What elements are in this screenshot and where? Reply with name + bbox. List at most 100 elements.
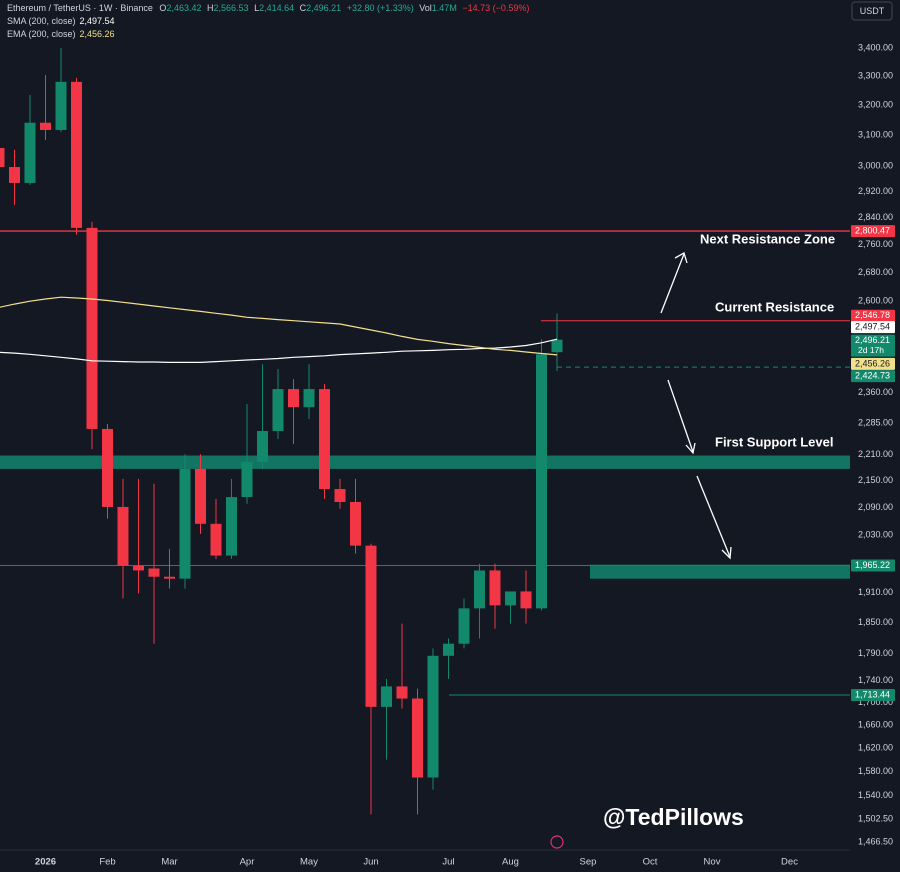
watermark: @TedPillows <box>603 804 744 830</box>
y-tick-label: 1,700.00 <box>858 697 893 707</box>
y-tick-label: 2,090.00 <box>858 502 893 512</box>
y-tick-label: 3,100.00 <box>858 130 893 140</box>
price-tag: 1,965.22 <box>855 560 890 570</box>
event-icon[interactable] <box>550 835 564 849</box>
price-tag-bg <box>851 309 895 322</box>
zone <box>0 455 850 469</box>
candle-body <box>86 227 98 429</box>
symbol: Ethereum / TetherUS · 1W · Binance <box>7 3 153 13</box>
arrow <box>660 253 685 314</box>
overlay: Ethereum / TetherUS · 1W · Binance O2,46… <box>0 1 893 851</box>
plot-area: 3,400.00 3,300.00 3,200.00 3,100.00 3,000.00… <box>0 42 895 868</box>
volume: 1.47M <box>432 3 457 13</box>
y-tick-label: 2,840.00 <box>858 212 893 222</box>
candle-body <box>303 389 315 408</box>
y-tick-label: 2,680.00 <box>858 267 893 277</box>
x-tick-label: Apr <box>240 857 255 868</box>
y-tick-label: 1,850.00 <box>858 617 893 627</box>
y-tick-label: 1,910.00 <box>858 587 893 597</box>
arrow-head <box>721 546 732 560</box>
candle-body <box>210 523 222 556</box>
x-tick-label: Jul <box>442 857 454 868</box>
arrow-head <box>685 442 696 455</box>
legend-name: EMA (200, close) <box>7 29 76 39</box>
y-tick-label: 1,580.00 <box>858 766 893 776</box>
candle-body <box>474 570 485 609</box>
y-tick-label: 2,760.00 <box>858 239 893 249</box>
currency-box[interactable] <box>851 1 893 21</box>
candle-body <box>551 339 563 353</box>
candle-body <box>241 461 253 498</box>
price-tag-bg <box>851 559 895 572</box>
x-tick-label: Oct <box>643 857 658 868</box>
y-tick-label: 2,210.00 <box>858 449 893 459</box>
y-tick-label: 2,600.00 <box>858 296 893 306</box>
sma-legend: SMA (200, close) 2,497.54 <box>7 16 115 26</box>
candle-body <box>102 428 113 507</box>
candle-body <box>365 545 377 707</box>
candle-body <box>396 686 408 699</box>
price-tag: 2,800.47 <box>855 225 890 235</box>
x-tick-label: Feb <box>99 857 115 868</box>
candle-body <box>272 389 284 432</box>
candle-body <box>40 122 51 130</box>
y-tick-label: 3,300.00 <box>858 70 893 80</box>
y-tick-label: 1,790.00 <box>858 648 893 658</box>
indicator-line <box>0 338 558 363</box>
price-tag: 2,424.73 <box>855 370 890 380</box>
price-tag: 2,546.78 <box>855 310 890 320</box>
y-tick-label: 1,620.00 <box>858 742 893 752</box>
zone <box>590 564 850 579</box>
arrow <box>667 379 694 453</box>
y-tick-label: 3,000.00 <box>858 160 893 170</box>
candle-body <box>381 686 392 707</box>
x-tick-label: Sep <box>580 857 597 868</box>
arrow <box>696 475 731 558</box>
volume-key: Vol <box>419 3 432 13</box>
candle-body <box>350 501 361 546</box>
candle-body <box>288 389 299 408</box>
stat-key: O <box>159 3 166 13</box>
x-tick-label: Dec <box>781 857 798 868</box>
candle-body <box>458 608 470 644</box>
stat-key: L <box>254 3 259 13</box>
candle-body <box>195 468 206 524</box>
y-tick-label: 2,030.00 <box>858 529 893 539</box>
ema-tag: 2,456.26 <box>855 358 890 368</box>
price-tag-bg <box>851 370 895 383</box>
candle-body <box>520 591 532 609</box>
price-tag-bg <box>851 688 895 701</box>
y-tick-label: 1,660.00 <box>858 719 893 729</box>
candle-body <box>164 576 175 579</box>
candle-body <box>179 468 191 579</box>
sma-tag-bg <box>851 321 895 334</box>
change: +32.80 (+1.33%) <box>347 3 414 13</box>
candle-body <box>334 489 346 502</box>
y-tick-label: 1,466.50 <box>858 836 893 846</box>
candle-body <box>319 389 330 490</box>
y-tick-label: 2,360.00 <box>858 387 893 397</box>
legend-value: 2,497.54 <box>80 16 115 26</box>
candle-body <box>226 497 237 556</box>
candle-body <box>443 643 454 656</box>
stat-value: 2,566.53 <box>214 3 249 13</box>
y-tick-label: 1,540.00 <box>858 790 893 800</box>
currency[interactable]: USDT <box>860 6 885 16</box>
y-tick-label: 1,502.50 <box>858 813 893 823</box>
annotation: First Support Level <box>715 434 833 449</box>
candle-body <box>117 506 129 566</box>
y-tick-label: 3,200.00 <box>858 100 893 110</box>
indicator-line <box>0 296 558 356</box>
legend-name: SMA (200, close) <box>7 16 76 26</box>
legend-value: 2,456.26 <box>80 29 115 39</box>
candle-body <box>133 565 144 571</box>
x-tick-label: Nov <box>704 857 721 868</box>
candle-body <box>427 655 439 778</box>
candle-body <box>0 148 5 168</box>
candle-body <box>412 698 423 778</box>
y-tick-label: 3,400.00 <box>858 42 893 52</box>
candle-body <box>257 431 268 462</box>
candle-body <box>489 570 501 606</box>
